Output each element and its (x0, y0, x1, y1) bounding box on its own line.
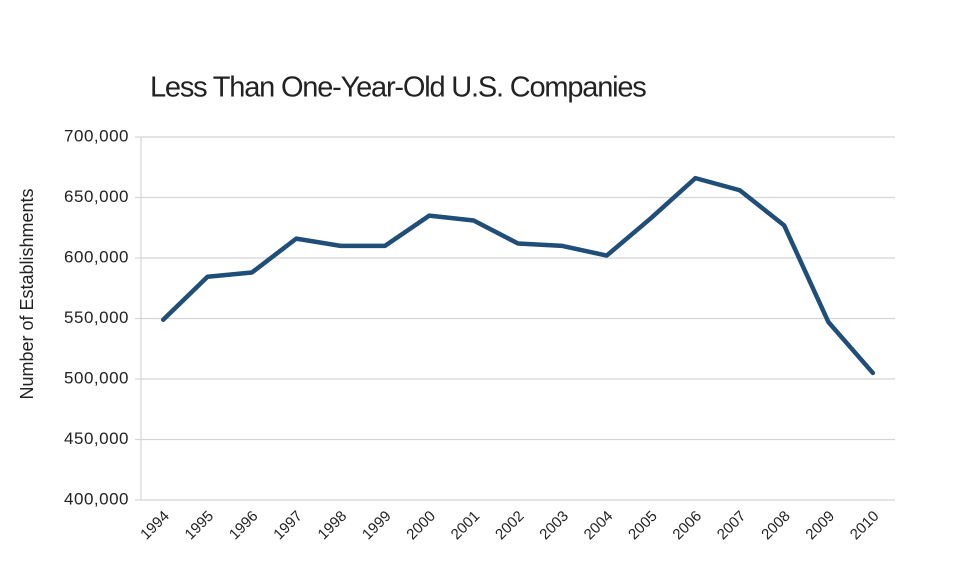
x-tick-label: 2005 (625, 508, 661, 544)
x-tick-label: 1998 (315, 508, 351, 544)
y-tick-label: 650,000 (64, 187, 129, 206)
x-tick-label: 1995 (182, 508, 218, 544)
y-tick-label: 400,000 (64, 489, 129, 508)
y-tick-label: 700,000 (64, 126, 129, 145)
y-tick-label: 600,000 (64, 247, 129, 266)
x-tick-label: 2006 (669, 508, 705, 544)
y-tick-label: 550,000 (64, 308, 129, 327)
y-axis-label: Number of Establishments (17, 188, 37, 399)
x-tick-label: 2010 (847, 508, 883, 544)
line-series (160, 175, 876, 376)
x-tick-label: 1994 (137, 508, 173, 544)
x-tick-label: 2007 (714, 508, 750, 544)
y-tick-label: 450,000 (64, 429, 129, 448)
x-tick-label: 2004 (581, 508, 617, 544)
x-tick-label: 2003 (536, 508, 572, 544)
x-tick-label: 2008 (758, 508, 794, 544)
chart-title: Less Than One-Year-Old U.S. Companies (150, 72, 646, 104)
x-tick-label: 2002 (492, 508, 528, 544)
x-tick-label: 2001 (448, 508, 484, 544)
plot-area: 400,000 450,000 500,000 550,000 600,000 650,0… (64, 126, 895, 543)
x-tick-label: 2000 (403, 508, 439, 544)
x-tick-label: 1996 (226, 508, 262, 544)
x-tick-label: 2009 (802, 508, 838, 544)
y-tick-label: 500,000 (64, 368, 129, 387)
x-tick-label: 1997 (270, 508, 306, 544)
x-tick-label: 1999 (359, 508, 395, 544)
